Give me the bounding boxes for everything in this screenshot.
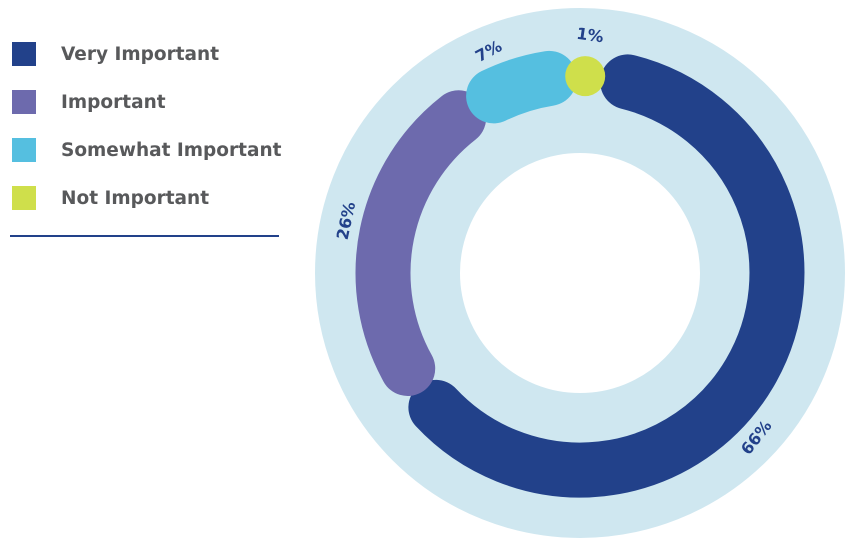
legend-swatch-important	[12, 90, 36, 114]
donut-arcs	[355, 50, 805, 498]
legend-item-not-important: Not Important	[12, 174, 302, 222]
legend-item-very-important: Very Important	[12, 30, 302, 78]
legend: Very Important Important Somewhat Import…	[12, 30, 302, 222]
legend-swatch-not-important	[12, 186, 36, 210]
legend-item-important: Important	[12, 78, 302, 126]
value-label-not-important: 1%	[575, 24, 605, 47]
donut-segment-not-important	[565, 56, 606, 97]
legend-label-somewhat-important: Somewhat Important	[61, 139, 282, 161]
legend-label-important: Important	[61, 91, 166, 113]
donut-segment-somewhat-important	[466, 50, 577, 124]
legend-item-somewhat-important: Somewhat Important	[12, 126, 302, 174]
donut-segment-very-important	[408, 54, 805, 498]
legend-swatch-somewhat-important	[12, 138, 36, 162]
donut-value-labels: 66%26%7%1%	[333, 24, 776, 459]
legend-divider	[10, 235, 279, 237]
legend-label-very-important: Very Important	[61, 43, 220, 65]
legend-swatch-very-important	[12, 42, 36, 66]
legend-label-not-important: Not Important	[61, 187, 210, 209]
donut-segment-important	[355, 90, 487, 396]
